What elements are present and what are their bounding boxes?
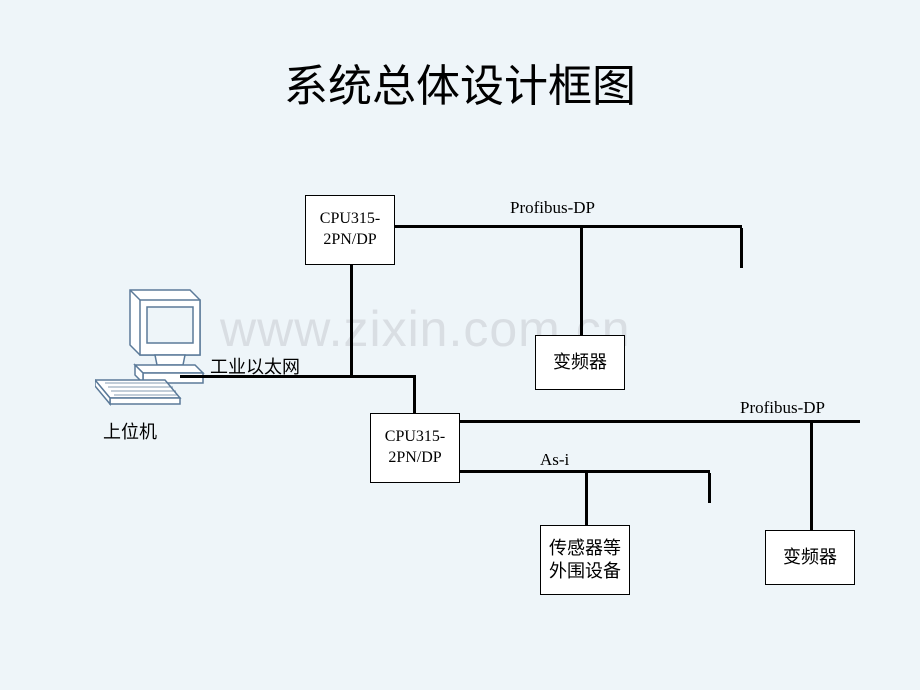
- node-label: 传感器等外围设备: [545, 537, 625, 584]
- connector-line: [460, 420, 860, 423]
- node-inverter-2: 变频器: [765, 530, 855, 585]
- connector-line: [810, 423, 813, 530]
- node-cpu315-top: CPU315-2PN/DP: [305, 195, 395, 265]
- label-host-computer: 上位机: [103, 418, 157, 444]
- host-computer-icon: [95, 280, 205, 410]
- connector-line: [708, 473, 711, 503]
- page-title: 系统总体设计框图: [0, 50, 920, 114]
- node-label: CPU315-2PN/DP: [310, 209, 390, 251]
- node-label: 变频器: [783, 546, 837, 569]
- label-profibus-dp-1: Profibus-DP: [510, 198, 595, 218]
- connector-line: [413, 375, 416, 415]
- node-label: CPU315-2PN/DP: [375, 427, 455, 469]
- node-label: 变频器: [553, 351, 607, 374]
- node-sensor: 传感器等外围设备: [540, 525, 630, 595]
- label-as-i: As-i: [540, 450, 569, 470]
- label-profibus-dp-2: Profibus-DP: [740, 398, 825, 418]
- node-cpu315-bottom: CPU315-2PN/DP: [370, 413, 460, 483]
- connector-line: [395, 225, 742, 228]
- label-industrial-ethernet: 工业以太网: [210, 353, 300, 379]
- connector-line: [350, 265, 353, 375]
- connector-line: [580, 228, 583, 335]
- node-inverter-1: 变频器: [535, 335, 625, 390]
- connector-line: [740, 228, 743, 268]
- connector-line: [585, 473, 588, 525]
- diagram-content: 系统总体设计框图: [0, 0, 920, 690]
